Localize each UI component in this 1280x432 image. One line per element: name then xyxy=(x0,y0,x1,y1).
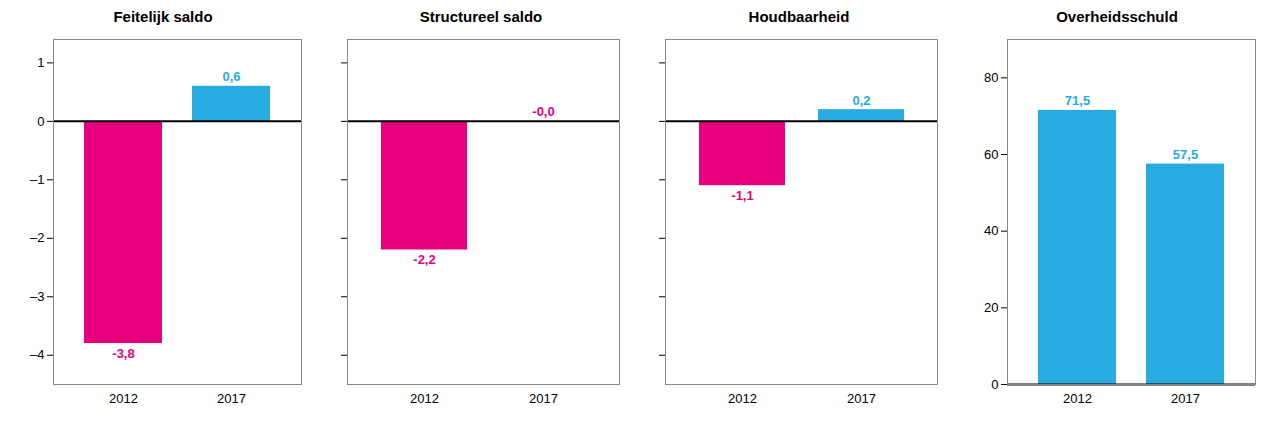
svg-text:0: 0 xyxy=(991,377,998,392)
svg-text:2017: 2017 xyxy=(217,391,246,406)
svg-text:–1: –1 xyxy=(30,172,44,187)
svg-text:-0,0: -0,0 xyxy=(532,104,554,119)
svg-text:2017: 2017 xyxy=(529,391,558,406)
svg-text:60: 60 xyxy=(984,147,998,162)
html-text:Feitelijk saldo: Feitelijk saldo xyxy=(113,8,213,25)
svg-text:-3,8: -3,8 xyxy=(112,346,134,361)
svg-text:0,6: 0,6 xyxy=(222,69,240,84)
svg-text:2012: 2012 xyxy=(410,391,439,406)
svg-text:0: 0 xyxy=(37,114,44,129)
svg-text:80: 80 xyxy=(984,70,998,85)
svg-text:1: 1 xyxy=(37,55,44,70)
svg-text:–4: –4 xyxy=(30,347,44,362)
svg-text:40: 40 xyxy=(984,223,998,238)
html-text:Houdbaarheid: Houdbaarheid xyxy=(748,8,850,25)
svg-text:0,2: 0,2 xyxy=(852,93,870,108)
svg-text:2012: 2012 xyxy=(109,391,138,406)
svg-text:–2: –2 xyxy=(30,230,44,245)
html-text:Overheidsschuld: Overheidsschuld xyxy=(1056,8,1178,25)
svg-text:-2,2: -2,2 xyxy=(413,252,435,267)
svg-text:2017: 2017 xyxy=(1171,391,1200,406)
svg-text:2012: 2012 xyxy=(728,391,757,406)
svg-text:57,5: 57,5 xyxy=(1173,147,1198,162)
svg-text:–3: –3 xyxy=(30,289,44,304)
svg-text:2012: 2012 xyxy=(1063,391,1092,406)
svg-text:71,5: 71,5 xyxy=(1065,93,1090,108)
svg-text:2017: 2017 xyxy=(847,391,876,406)
svg-text:-1,1: -1,1 xyxy=(731,188,753,203)
svg-text:20: 20 xyxy=(984,300,998,315)
html-text:Structureel saldo: Structureel saldo xyxy=(419,8,543,25)
